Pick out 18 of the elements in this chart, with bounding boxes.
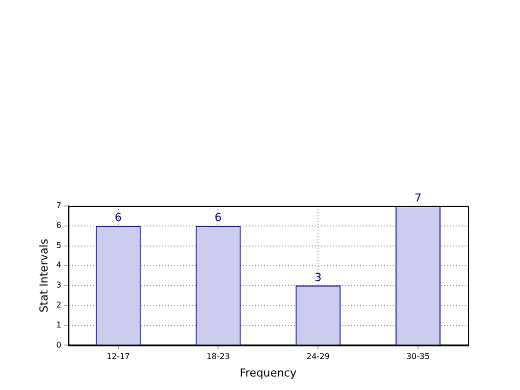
y-axis-title: Stat Intervals — [37, 238, 50, 312]
x-tick-label: 18-23 — [206, 352, 230, 362]
x-axis-title: Frequency — [240, 366, 298, 380]
data-label: 3 — [314, 270, 322, 284]
data-label: 6 — [114, 211, 122, 224]
y-tick-label: 2 — [56, 300, 62, 310]
data-label: 7 — [414, 191, 422, 204]
y-tick-label: 3 — [56, 280, 62, 290]
data-label: 6 — [214, 211, 222, 224]
y-tick-label: 7 — [56, 201, 62, 210]
y-tick-label: 5 — [56, 240, 62, 250]
y-tick-label: 0 — [56, 340, 62, 350]
x-tick-label: 30-35 — [406, 352, 430, 362]
y-tick-label: 6 — [56, 220, 62, 230]
y-tick-label: 1 — [56, 320, 62, 330]
x-tick-label: 24-29 — [306, 352, 330, 362]
y-tick-label: 4 — [56, 260, 62, 270]
x-tick-label: 12-17 — [106, 352, 130, 362]
